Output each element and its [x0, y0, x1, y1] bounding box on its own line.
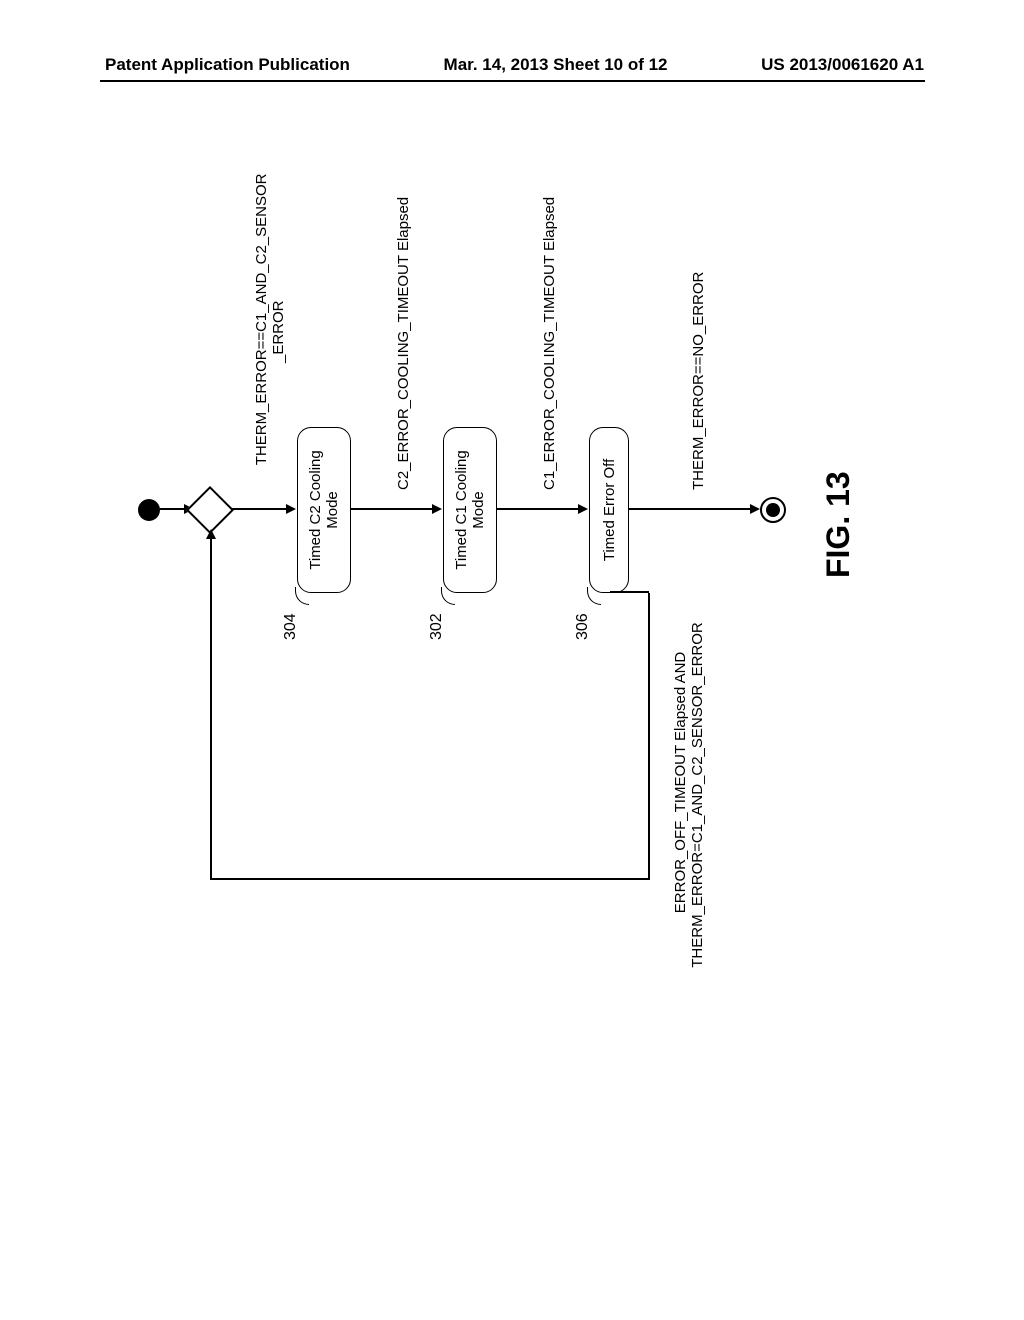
- transition-loop-label: ERROR_OFF_TIMEOUT Elapsed AND THERM_ERRO…: [655, 570, 723, 1020]
- transition-t1-label: THERM_ERROR==C1_AND_C2_SENSOR _ERROR: [236, 174, 304, 491]
- state-c2-cooling: Timed C2 Cooling Mode: [297, 427, 351, 593]
- decision-node: [186, 486, 234, 534]
- callout-line: [587, 587, 601, 605]
- start-node: [138, 499, 160, 521]
- arrow: [210, 879, 649, 881]
- end-node: [760, 497, 786, 523]
- arrow: [629, 509, 754, 511]
- callout-line: [441, 587, 455, 605]
- arrow: [231, 509, 290, 511]
- arrow: [610, 592, 649, 594]
- state-error-off: Timed Error Off: [589, 427, 629, 593]
- ref-302: 302: [428, 613, 446, 640]
- header-rule: [100, 80, 925, 82]
- transition-t2-label: C2_ERROR_COOLING_TIMEOUT Elapsed: [395, 197, 412, 490]
- figure-label: FIG. 13: [820, 471, 857, 578]
- callout-line: [295, 587, 309, 605]
- arrow: [497, 509, 582, 511]
- arrowhead-icon: [206, 529, 216, 539]
- transition-t4-label: THERM_ERROR==NO_ERROR: [690, 272, 707, 490]
- state-c1-cooling: Timed C1 Cooling Mode: [443, 427, 497, 593]
- header-center: Mar. 14, 2013 Sheet 10 of 12: [444, 55, 668, 75]
- ref-304: 304: [282, 613, 300, 640]
- ref-306: 306: [574, 613, 592, 640]
- arrowhead-icon: [286, 505, 296, 515]
- arrow: [351, 509, 436, 511]
- arrow: [648, 593, 650, 880]
- header-left: Patent Application Publication: [105, 55, 350, 75]
- state-diagram: THERM_ERROR==C1_AND_C2_SENSOR _ERROR Tim…: [50, 250, 950, 950]
- arrowhead-icon: [432, 505, 442, 515]
- transition-t3-label: C1_ERROR_COOLING_TIMEOUT Elapsed: [541, 197, 558, 490]
- arrowhead-icon: [578, 505, 588, 515]
- header-right: US 2013/0061620 A1: [761, 55, 924, 75]
- arrow: [210, 535, 212, 880]
- arrowhead-icon: [750, 505, 760, 515]
